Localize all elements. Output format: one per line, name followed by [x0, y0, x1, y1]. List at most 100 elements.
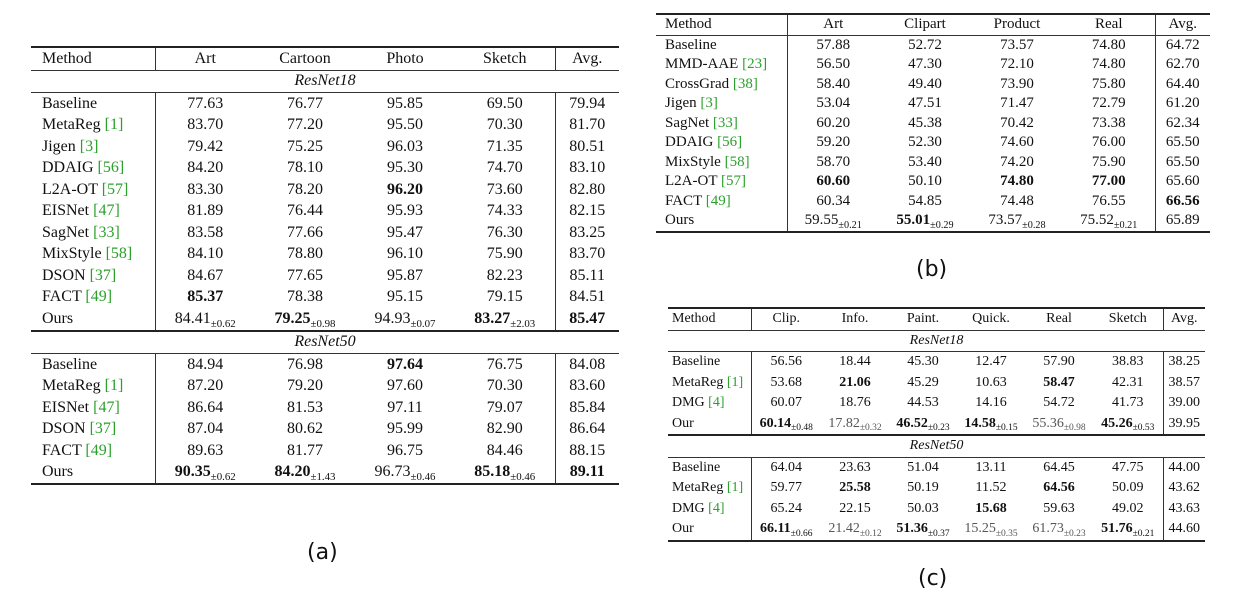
value-cell: 81.77 — [255, 440, 355, 462]
value-text: 72.10 — [1000, 56, 1034, 73]
method-cell: DDAIG [56] — [31, 157, 156, 179]
table-row: SagNet [33] 60.20 45.38 70.42 73.38 62.34 — [656, 113, 1210, 133]
std-text: ±0.21 — [1132, 528, 1155, 539]
value-cell: 79.94 — [554, 92, 619, 115]
value-cell: 84.94 — [155, 353, 255, 376]
std-text: ±0.62 — [210, 317, 236, 330]
value-text: 58.70 — [816, 153, 851, 170]
citation-link: [47] — [93, 398, 120, 416]
method-name: Baseline — [672, 459, 721, 475]
method-cell: L2A-OT [57] — [31, 179, 156, 201]
value-text: 50.19 — [907, 480, 939, 496]
value-text: 82.90 — [486, 420, 523, 438]
section-header-row: ResNet50 — [31, 330, 619, 354]
value-cell: 39.95 — [1162, 413, 1205, 436]
value-cell: 83.25 — [554, 222, 619, 244]
value-cell: 65.89 — [1154, 211, 1210, 233]
value-cell: 84.10 — [155, 244, 255, 266]
value-cell: 86.64 — [554, 418, 619, 440]
value-cell: 95.93 — [355, 201, 455, 223]
value-cell: 94.93±0.07 — [355, 308, 455, 332]
value-text: 79.07 — [486, 398, 523, 416]
method-cell: DDAIG [56] — [656, 133, 788, 153]
value-cell: 14.16 — [957, 393, 1025, 414]
value-cell: 83.27±2.03 — [455, 308, 555, 332]
value-cell: 83.10 — [554, 157, 619, 179]
method-name: FACT — [42, 441, 82, 459]
value-text: 77.20 — [287, 116, 323, 134]
value-text: 79.25 — [274, 309, 311, 327]
citation-link: [1] — [726, 374, 744, 390]
value-text: 96.03 — [387, 137, 423, 155]
value-text: 95.87 — [387, 266, 423, 284]
value-text: 12.47 — [975, 354, 1007, 370]
value-text: 87.04 — [187, 420, 224, 438]
value-text: 56.56 — [770, 354, 803, 370]
value-text: 96.73 — [374, 463, 411, 481]
value-text: 96.75 — [387, 441, 423, 459]
table-row: Our 66.11±0.66 21.42±0.12 51.36±0.37 15.25±0… — [668, 519, 1205, 542]
column-header: Info. — [821, 307, 889, 330]
value-cell: 78.10 — [255, 158, 355, 180]
value-text: 97.64 — [387, 355, 423, 373]
value-text: 73.90 — [1000, 75, 1034, 92]
value-cell: 75.90 — [455, 244, 555, 266]
value-cell: 84.20±1.43 — [255, 461, 355, 485]
citation-link: [56] — [717, 134, 743, 151]
value-text: 45.38 — [908, 114, 942, 131]
std-text: ±0.35 — [995, 528, 1018, 539]
value-cell: 84.51 — [554, 286, 619, 308]
value-cell: 46.52±0.23 — [889, 413, 957, 436]
method-name: FACT — [42, 288, 82, 306]
value-cell: 52.30 — [879, 133, 971, 153]
value-text: 83.70 — [569, 245, 606, 263]
value-cell: 51.36±0.37 — [889, 519, 957, 542]
value-cell: 85.47 — [554, 308, 619, 332]
value-cell: 49.40 — [879, 75, 971, 95]
value-cell: 75.90 — [1063, 153, 1155, 173]
value-text: 83.27 — [474, 309, 511, 327]
value-cell: 82.80 — [554, 179, 619, 201]
value-cell: 83.70 — [155, 115, 255, 137]
value-text: 13.11 — [975, 459, 1007, 475]
value-cell: 60.07 — [751, 393, 821, 414]
value-cell: 76.98 — [255, 353, 355, 376]
method-cell: MetaReg [1] — [668, 478, 752, 499]
table-row: DSON [37] 84.67 77.65 95.87 82.23 85.11 — [31, 265, 619, 287]
value-text: 76.98 — [287, 355, 323, 373]
value-text: 70.42 — [1000, 114, 1034, 131]
citation-link: [49] — [85, 441, 113, 459]
value-cell: 43.62 — [1162, 478, 1205, 499]
value-cell: 21.42±0.12 — [821, 519, 889, 542]
value-cell: 95.30 — [355, 158, 455, 180]
method-cell: Our — [668, 413, 752, 436]
table-row: DMG [4] 60.07 18.76 44.53 14.16 54.72 41.73 39.… — [668, 393, 1205, 414]
value-cell: 89.63 — [155, 440, 255, 462]
value-cell: 61.20 — [1154, 94, 1210, 114]
method-cell: Ours — [31, 308, 156, 332]
std-text: ±0.23 — [1063, 528, 1086, 539]
method-cell: EISNet [47] — [31, 200, 156, 222]
value-cell: 79.15 — [455, 287, 555, 309]
value-text: 78.20 — [287, 180, 323, 198]
value-text: 95.47 — [387, 223, 423, 241]
std-text: ±0.98 — [310, 317, 336, 330]
value-text: 85.11 — [569, 266, 605, 284]
value-text: 76.55 — [1091, 192, 1126, 209]
value-text: 76.77 — [287, 94, 323, 112]
value-text: 43.62 — [1168, 480, 1201, 496]
method-cell: FACT [49] — [31, 286, 156, 308]
value-text: 64.45 — [1043, 459, 1075, 475]
value-cell: 95.85 — [355, 92, 455, 115]
value-text: 89.11 — [569, 463, 605, 481]
value-text: 76.30 — [486, 223, 523, 241]
value-text: 59.55 — [804, 212, 839, 229]
value-text: 54.72 — [1043, 395, 1075, 411]
table-a-body: Method Art Cartoon Photo Sketch Avg. ResNet18 B… — [31, 46, 619, 485]
method-cell: MetaReg [1] — [31, 114, 156, 136]
value-cell: 74.48 — [971, 192, 1063, 212]
value-text: 18.76 — [839, 395, 871, 411]
value-text: 87.20 — [187, 377, 224, 395]
table-row: L2A-OT [57] 60.60 50.10 74.80 77.00 65.60 — [656, 172, 1210, 192]
method-name: MetaReg — [672, 480, 724, 496]
